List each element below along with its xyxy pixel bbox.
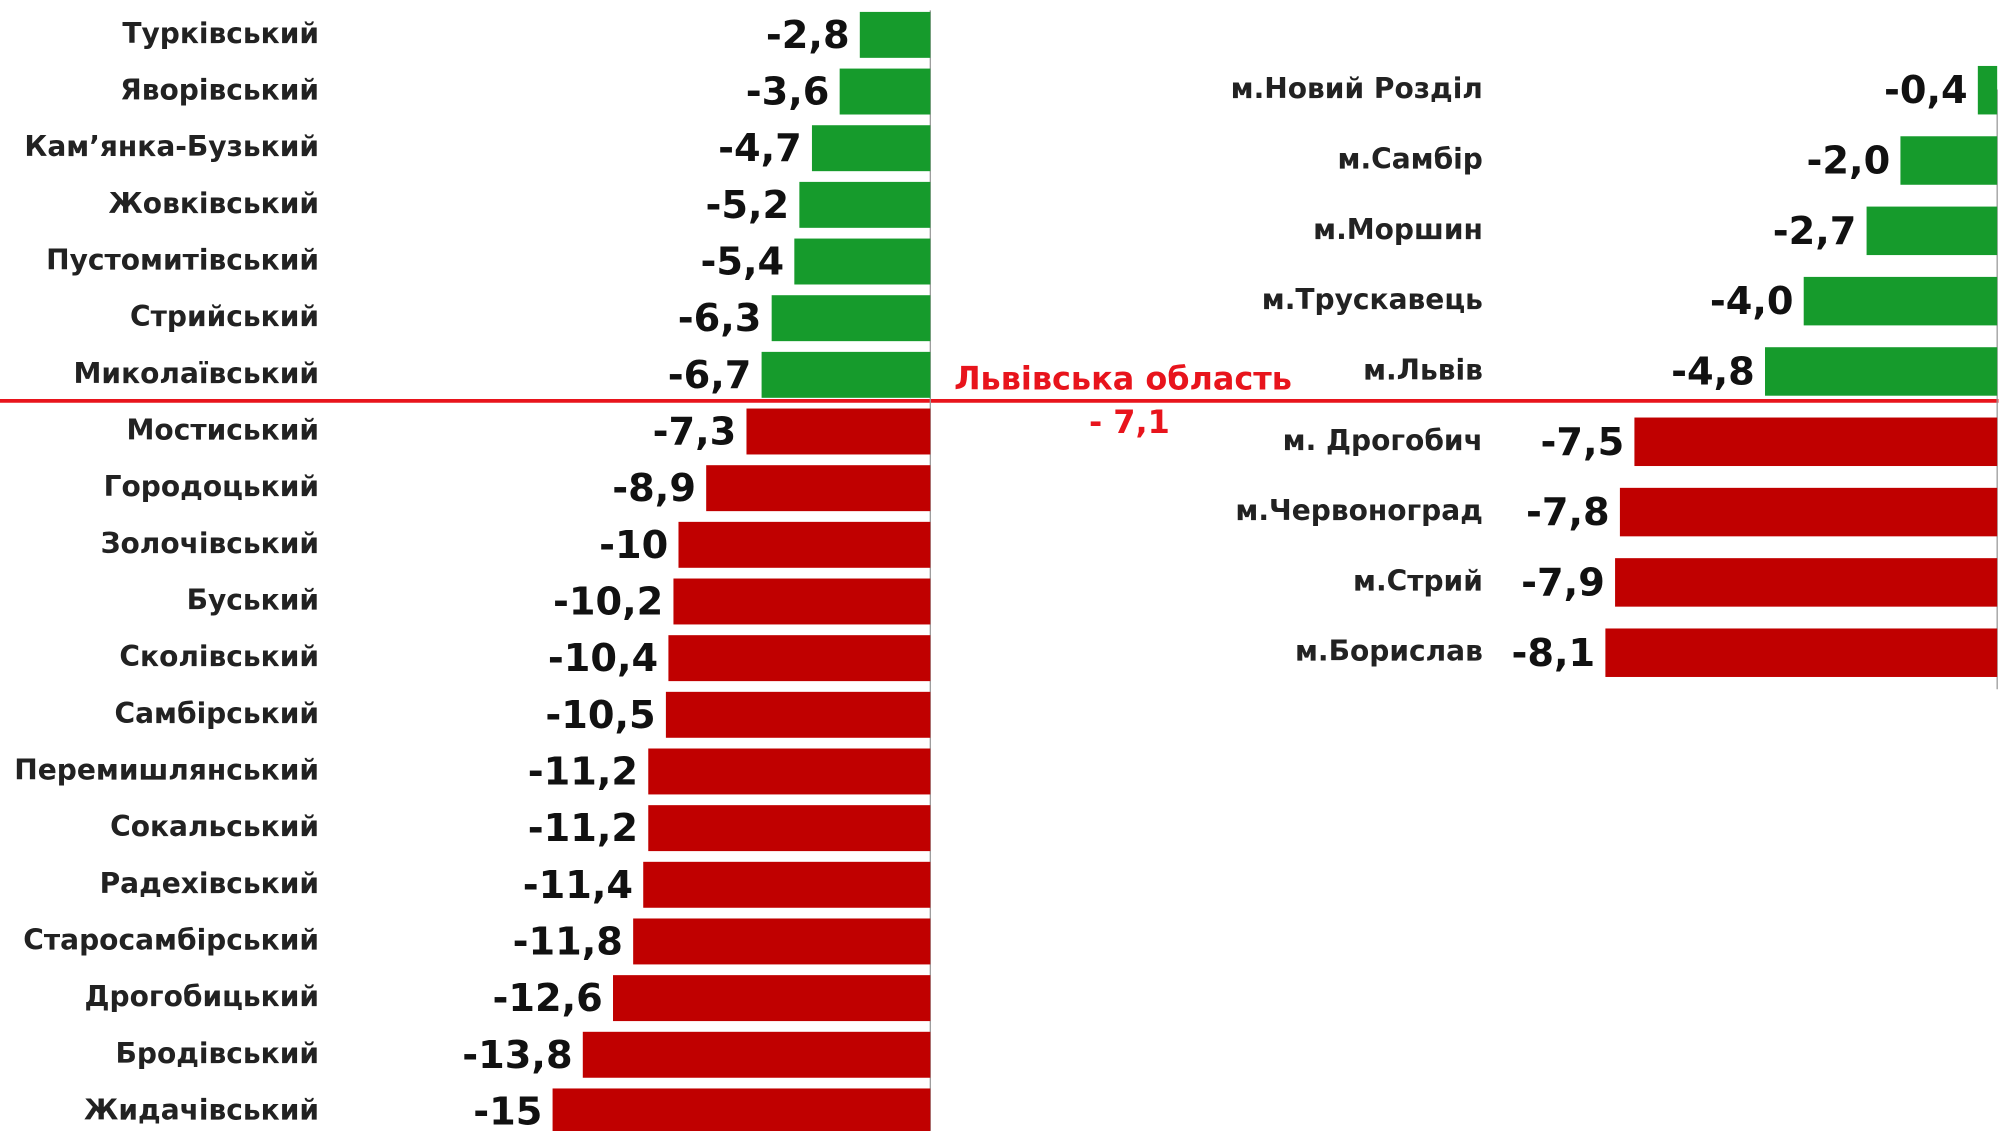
value-label: -3,6 [746,70,830,115]
category-label: Стрийський [130,300,319,333]
category-label: м.Моршин [1313,213,1483,246]
bar [859,11,931,58]
bar [673,578,931,625]
bar [582,1031,931,1078]
category-label: м.Стрий [1353,564,1483,597]
value-label: -4,0 [1710,279,1794,324]
category-label: Буський [187,583,319,616]
value-label: -11,4 [523,863,633,908]
value-label: -10,5 [545,693,655,738]
bar [1765,347,1998,396]
value-label: -6,3 [678,296,762,341]
category-label: м.Борислав [1295,635,1483,668]
bar [552,1088,931,1131]
reference-value: - 7,1 [1089,403,1170,441]
bar [1866,206,1998,256]
value-label: -8,1 [1512,631,1596,676]
value-label: -11,8 [513,920,623,965]
bar [1803,276,1998,326]
bar [665,691,931,738]
bar [1605,628,1998,677]
value-label: -5,4 [700,240,784,285]
bar [648,805,931,852]
value-label: -4,7 [718,126,802,171]
category-label: Дрогобицький [85,980,319,1013]
bar [633,918,931,965]
category-label: Жидачівський [84,1093,319,1126]
category-label: Пустомитівський [46,244,319,277]
category-label: Золочівський [101,527,319,560]
bar [678,521,931,568]
bar [643,861,931,908]
category-label: Яворівський [120,74,319,107]
value-label: -10,4 [548,636,658,681]
value-label: -10,2 [553,580,663,625]
category-label: Старосамбірський [23,923,319,956]
category-label: м.Новий Розділ [1231,72,1483,105]
value-label: -12,6 [493,976,603,1021]
value-label: -15 [473,1089,542,1131]
category-label: м.Львів [1363,353,1483,386]
bar [794,238,931,285]
category-label: Городоцький [104,470,319,503]
category-label: Миколаївський [73,357,319,390]
bar [1619,487,1998,537]
category-label: Бродівський [115,1037,319,1070]
bar [648,748,931,795]
bar [811,125,931,172]
bar [1977,65,1998,115]
bar [839,68,931,115]
value-label: -2,0 [1807,139,1891,184]
category-label: Турківський [122,17,319,50]
value-label: -7,5 [1541,420,1625,465]
category-label: Радехівський [100,867,319,900]
bar [613,975,931,1022]
bar [1634,417,1998,467]
reference-label: Львівська область [954,359,1292,397]
bar [668,635,931,682]
value-label: -6,7 [668,353,752,398]
value-label: -7,9 [1521,560,1605,605]
value-label: -11,2 [528,806,638,851]
value-label: -11,2 [528,750,638,795]
bar [771,295,931,342]
category-label: Сколівський [119,640,319,673]
value-label: -8,9 [612,466,696,511]
bar [799,181,931,228]
category-label: Самбірський [115,697,320,730]
bar [761,351,931,398]
category-label: Мостиський [127,414,320,447]
category-label: Жовківський [108,187,319,220]
bar [1900,136,1998,185]
value-label: -5,2 [705,183,789,228]
category-label: м.Червоноград [1235,494,1482,527]
value-label: -10 [599,523,668,568]
category-label: м.Трускавець [1262,283,1483,316]
value-label: -13,8 [462,1033,572,1078]
bar [746,408,931,455]
category-label: м. Дрогобич [1283,424,1483,457]
value-label: -4,8 [1671,350,1755,395]
category-label: Сокальський [110,810,319,843]
value-label: -0,4 [1884,68,1968,113]
bar [706,465,931,512]
value-label: -2,8 [766,13,850,58]
value-label: -7,3 [653,410,737,455]
value-label: -7,8 [1526,490,1610,535]
category-label: Перемишлянський [14,753,319,786]
category-label: Кам’янка-Бузький [24,130,319,163]
category-label: м.Самбір [1338,143,1483,176]
value-label: -2,7 [1773,209,1857,254]
bar [1615,558,1998,607]
